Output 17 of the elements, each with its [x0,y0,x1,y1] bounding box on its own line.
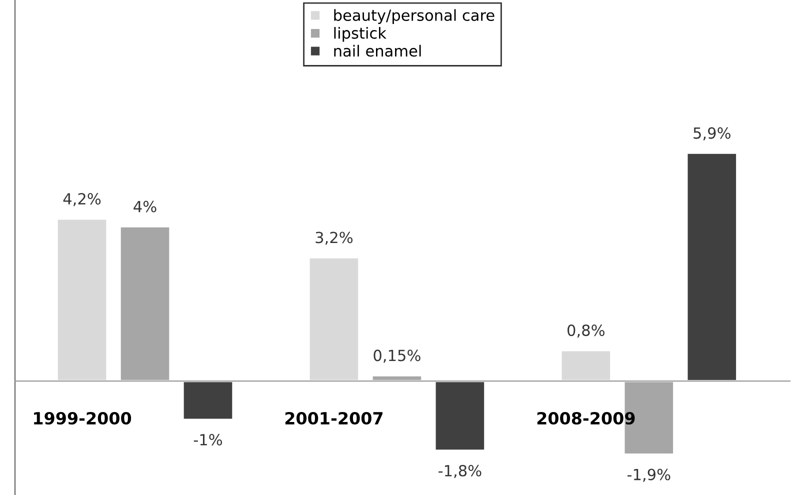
data-label: 4,2% [63,193,101,206]
x-tick-label: 2008-2009 [537,412,635,425]
x-tick-label: 1999-2000 [34,412,132,425]
data-label: 0,15% [374,350,420,363]
data-label: -1,9% [627,468,670,482]
data-label: 0,8% [568,324,604,338]
data-label: 3,2% [316,232,353,245]
data-label: -1% [194,434,222,446]
legend-label: beauty/personal care [334,9,494,24]
bar [182,380,234,421]
data-label: -1,8% [438,464,482,478]
x-tick-label: 2001-2007 [285,412,382,425]
data-label: 5,9% [694,127,730,140]
data-label: 4% [134,200,156,212]
bar [434,380,486,452]
legend-label: lipstick [334,27,386,42]
legend-label: nail enamel [334,44,421,57]
